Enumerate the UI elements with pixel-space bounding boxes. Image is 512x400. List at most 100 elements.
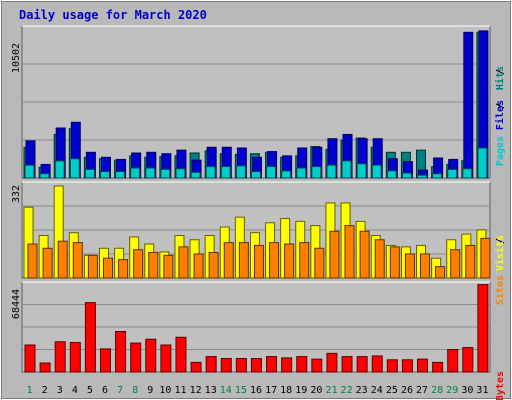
day-label: 28: [431, 385, 443, 396]
bar-kbytes: [235, 357, 247, 373]
day-label: 1: [27, 385, 33, 396]
chart-title: Daily usage for March 2020: [19, 8, 207, 22]
bar-sites: [299, 242, 310, 279]
x-axis-day-labels: 1 2 3 4 5 6 7 8 9 10 11 12 13 14 15 16 17 18 19 20 21 22 23 24 2…: [27, 385, 489, 396]
bar-kbytes: [250, 357, 262, 373]
bar-kbytes: [296, 356, 308, 373]
bar-pages: [39, 173, 50, 179]
bar-pages: [462, 168, 473, 179]
bar-sites: [404, 253, 415, 279]
day-label: 10: [159, 385, 171, 396]
visits-max-label: 332: [11, 185, 22, 203]
bar-kbytes: [326, 352, 338, 373]
bar-kbytes: [175, 336, 187, 373]
bar-kbytes: [447, 348, 459, 373]
hits-files-pages-panel: [21, 25, 491, 179]
bar-kbytes: [341, 356, 353, 373]
legend-separator: /: [495, 238, 506, 244]
bar-sites: [329, 230, 340, 279]
day-label: 6: [102, 385, 108, 396]
bar-kbytes: [190, 361, 202, 373]
day-label: 29: [446, 385, 458, 396]
day-label: 17: [265, 385, 277, 396]
bar-sites: [87, 254, 98, 279]
day-label: 24: [371, 385, 383, 396]
bar-kbytes: [281, 357, 293, 373]
bar-sites: [420, 253, 431, 279]
bar-pages: [296, 167, 307, 179]
bar-kbytes: [371, 355, 383, 373]
bar-kbytes: [160, 344, 172, 373]
bar-pages: [130, 167, 141, 179]
legend-visits: Visits: [494, 235, 506, 271]
bar-kbytes: [69, 341, 81, 373]
bar-sites: [359, 230, 370, 279]
bar-kbytes: [39, 362, 51, 373]
bar-pages: [235, 165, 246, 179]
bar-kbytes: [99, 348, 111, 373]
bar-pages: [417, 174, 428, 179]
bar-sites: [465, 244, 476, 279]
day-label: 5: [87, 385, 93, 396]
bar-sites: [57, 240, 68, 279]
legend-separator: /: [495, 69, 506, 75]
day-label: 27: [416, 385, 428, 396]
bar-pages: [386, 170, 397, 179]
bar-sites: [102, 257, 113, 279]
bar-kbytes: [84, 302, 96, 373]
bar-sites: [314, 247, 325, 279]
bar-kbytes: [356, 356, 368, 373]
bar-sites: [133, 249, 144, 279]
bar-pages: [175, 168, 186, 179]
day-label: 8: [132, 385, 138, 396]
bar-pages: [356, 163, 367, 179]
bar-kbytes: [115, 330, 127, 373]
bar-kbytes: [24, 344, 36, 373]
day-label: 3: [57, 385, 63, 396]
legend-kbytes: KBytes: [495, 371, 506, 400]
kbytes-max-label: 68444: [11, 289, 22, 319]
bar-pages: [341, 160, 352, 179]
day-label: 4: [72, 385, 78, 396]
bar-sites: [178, 246, 189, 279]
bar-sites: [148, 252, 159, 279]
bar-files: [463, 31, 474, 179]
day-label: 16: [250, 385, 262, 396]
bar-pages: [84, 168, 95, 179]
bar-sites: [208, 252, 219, 279]
day-label: 20: [310, 385, 322, 396]
legend-separator: /: [495, 103, 506, 109]
day-label: 19: [295, 385, 307, 396]
bar-sites: [238, 242, 249, 279]
day-label: 9: [147, 385, 153, 396]
bar-kbytes: [266, 356, 278, 373]
bar-pages: [69, 158, 80, 179]
bar-kbytes: [54, 341, 66, 373]
day-label: 23: [356, 385, 368, 396]
bar-pages: [24, 164, 35, 179]
day-label: 13: [205, 385, 217, 396]
bar-kbytes: [386, 359, 398, 373]
bar-sites: [72, 242, 83, 279]
bar-pages: [250, 171, 261, 179]
bar-pages: [115, 171, 126, 179]
day-label: 18: [280, 385, 292, 396]
bar-kbytes: [477, 284, 489, 373]
bar-pages: [432, 173, 443, 179]
bar-sites: [480, 237, 491, 279]
bar-pages: [447, 168, 458, 179]
bar-pages: [145, 167, 156, 179]
bar-sites: [118, 259, 129, 279]
visits-sites-panel: [21, 181, 491, 279]
bar-kbytes: [130, 342, 142, 373]
bar-sites: [42, 247, 53, 279]
hits-max-label: 10502: [11, 43, 22, 73]
bar-kbytes: [432, 361, 444, 373]
bar-sites: [269, 242, 280, 279]
bar-pages: [160, 168, 171, 179]
day-label: 15: [235, 385, 247, 396]
day-label: 25: [386, 385, 398, 396]
bar-sites: [389, 246, 400, 279]
bar-sites: [284, 243, 295, 279]
